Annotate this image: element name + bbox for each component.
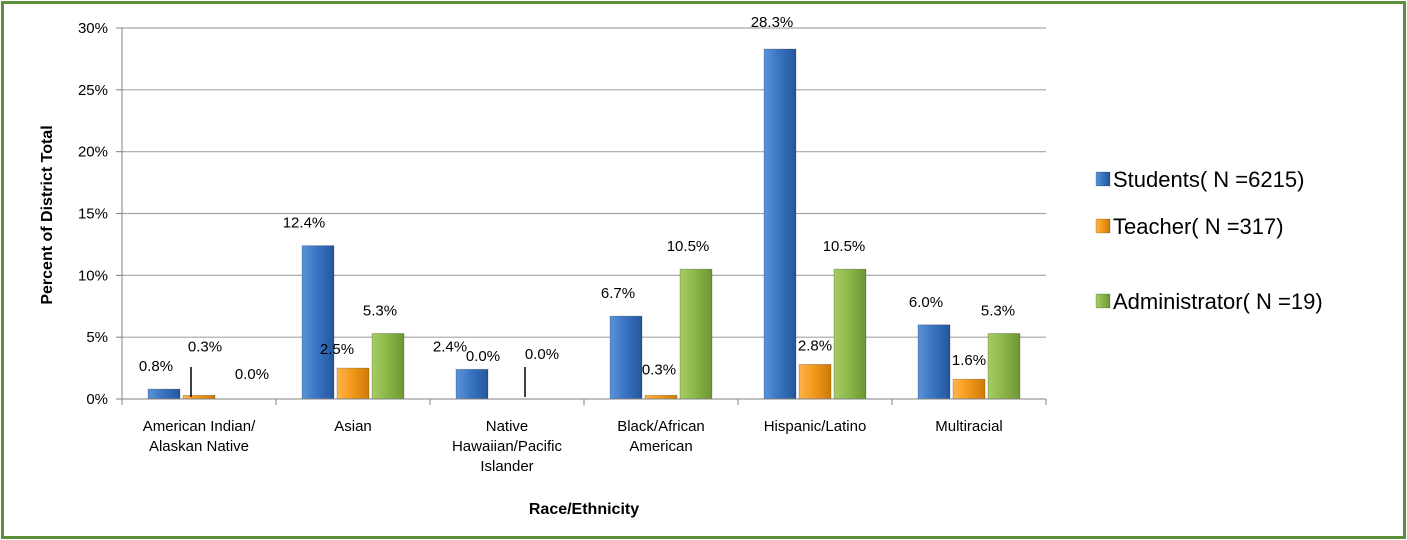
data-label: 0.0% bbox=[235, 366, 269, 383]
legend-label: Students( N =6215) bbox=[1113, 167, 1304, 192]
data-label: 2.5% bbox=[320, 341, 354, 358]
data-label: 2.4% bbox=[433, 338, 467, 355]
bar-administrator bbox=[679, 268, 713, 400]
bar-students bbox=[917, 324, 951, 400]
x-category-label: American Indian/Alaskan Native bbox=[143, 418, 256, 455]
legend-label: Administrator( N =19) bbox=[1113, 289, 1323, 314]
data-label: 12.4% bbox=[283, 215, 326, 232]
y-tick-label: 15% bbox=[78, 206, 108, 223]
data-label: 10.5% bbox=[823, 238, 866, 255]
legend-swatch bbox=[1095, 293, 1111, 309]
bar-administrator bbox=[371, 333, 405, 400]
bar-teacher bbox=[952, 378, 986, 400]
bar-administrator bbox=[987, 333, 1021, 400]
data-label: 2.8% bbox=[798, 337, 832, 354]
data-label: 1.6% bbox=[952, 352, 986, 369]
bar-teacher bbox=[182, 394, 216, 400]
data-label: 28.3% bbox=[751, 14, 794, 31]
bar-teacher bbox=[336, 367, 370, 400]
data-label: 0.0% bbox=[525, 346, 559, 363]
x-category-label: Asian bbox=[334, 418, 372, 435]
bar-teacher bbox=[644, 394, 678, 400]
data-label: 6.0% bbox=[909, 294, 943, 311]
bar-students bbox=[301, 245, 335, 400]
bar-students bbox=[147, 388, 181, 400]
bar-students bbox=[455, 368, 489, 400]
y-tick-label: 10% bbox=[78, 267, 108, 284]
x-category-label: Black/African American bbox=[617, 418, 705, 455]
x-category-label: Hispanic/Latino bbox=[764, 418, 867, 435]
legend-swatch bbox=[1095, 171, 1111, 187]
data-label: 10.5% bbox=[667, 238, 710, 255]
data-label: 0.3% bbox=[642, 361, 676, 378]
x-category-label: Multiracial bbox=[935, 418, 1003, 435]
data-label: 6.7% bbox=[601, 285, 635, 302]
y-tick-label: 20% bbox=[78, 144, 108, 161]
y-tick-label: 0% bbox=[86, 391, 108, 408]
data-label: 5.3% bbox=[981, 302, 1015, 319]
data-label: 0.8% bbox=[139, 358, 173, 375]
data-label: 5.3% bbox=[363, 302, 397, 319]
legend-label: Teacher( N =317) bbox=[1113, 214, 1284, 239]
legend-swatch bbox=[1095, 218, 1111, 234]
y-tick-label: 5% bbox=[86, 329, 108, 346]
bar-teacher bbox=[798, 363, 832, 400]
x-axis-title: Race/Ethnicity bbox=[529, 501, 639, 518]
y-tick-label: 25% bbox=[78, 82, 108, 99]
data-label: 0.3% bbox=[188, 338, 222, 355]
bar-administrator bbox=[833, 268, 867, 400]
bar-students bbox=[763, 48, 797, 400]
x-category-label: Native Hawaiian/Pacific Islander bbox=[452, 418, 563, 475]
data-label: 0.0% bbox=[466, 348, 500, 365]
y-axis-title: Percent of District Total bbox=[39, 125, 56, 304]
bar-students bbox=[609, 315, 643, 400]
y-tick-label: 30% bbox=[78, 20, 108, 37]
